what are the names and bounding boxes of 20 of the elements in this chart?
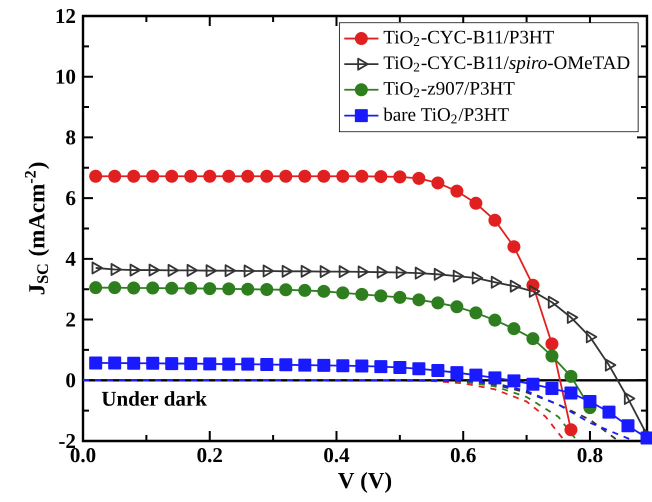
- x-tick-label: 0.0: [70, 448, 96, 462]
- y-tick-label: 12: [56, 9, 76, 23]
- x-tick-label: 0.2: [197, 448, 222, 462]
- y-tick-label: 10: [56, 70, 76, 84]
- legend-label: TiO$_{2}$-CYC-B11/P3HT: [384, 30, 554, 46]
- y-tick-label: 0: [66, 373, 76, 388]
- x-axis-title: V (V): [338, 472, 392, 493]
- y-axis-title: J$_{SC}$ (mAcm$^{-2}$): [24, 162, 50, 294]
- y-tick-label: 6: [66, 191, 76, 206]
- x-tick-label: 0.8: [578, 448, 602, 462]
- y-tick-label: -2: [59, 434, 76, 448]
- y-tick-label: 2: [66, 312, 76, 327]
- x-tick-label: 0.6: [450, 448, 476, 462]
- legend-label: bare TiO$_{2}$/P3HT: [383, 108, 509, 124]
- x-tick-label: 0.4: [324, 448, 350, 462]
- y-tick-label: 8: [66, 130, 76, 145]
- y-tick-label: 4: [66, 252, 76, 266]
- legend-label: TiO$_{2}$-CYC-B11/spiro-OMeTAD: [384, 56, 630, 73]
- annotation: Under dark: [102, 391, 207, 406]
- legend-label: TiO$_{2}$-z907/P3HT: [384, 82, 515, 98]
